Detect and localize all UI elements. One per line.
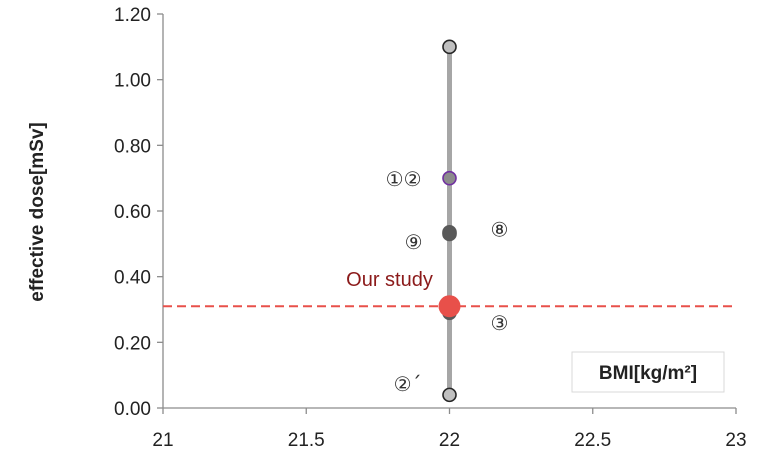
x-tick-label: 21: [152, 430, 173, 451]
x-tick-label: 23: [725, 430, 746, 451]
y-tick-label: 0.20: [114, 333, 151, 354]
our-study-point: [438, 295, 461, 318]
data-marks: [163, 39, 736, 403]
data-point: [442, 170, 457, 186]
x-axis-label-frame: [571, 351, 725, 393]
point-label: ②´: [394, 372, 422, 396]
point-label: ①②: [386, 167, 422, 191]
data-point: [442, 39, 457, 55]
annotations: ①② ⑧ ⑨ ③ ②´ Our study: [346, 167, 508, 396]
x-axis-label-box: BMI[kg/m²]: [571, 351, 725, 393]
point-label: ⑨: [405, 230, 423, 254]
axes: [157, 13, 737, 414]
x-tick-label: 21.5: [288, 430, 325, 451]
y-tick-label: 1.00: [114, 71, 151, 92]
point-label: ⑧: [491, 217, 509, 241]
tick-labels: 0.00 0.20 0.40 0.60 0.80 1.00 1.20 21 21.5 22 22.5…: [114, 5, 747, 451]
data-point: [442, 387, 457, 403]
point-label: ③: [491, 311, 509, 335]
our-study-label: Our study: [346, 269, 433, 291]
y-tick-label: 0.40: [114, 268, 151, 289]
x-tick-label: 22.5: [574, 430, 611, 451]
x-axis-label: BMI[kg/m²]: [599, 363, 697, 384]
y-tick-label: 1.20: [114, 5, 151, 26]
y-tick-label: 0.60: [114, 202, 151, 223]
y-tick-label: 0.00: [114, 399, 151, 420]
data-point: [442, 226, 457, 242]
y-tick-label: 0.80: [114, 136, 151, 157]
y-axis-label: effective dose[mSv]: [27, 122, 48, 302]
x-tick-label: 22: [439, 430, 460, 451]
